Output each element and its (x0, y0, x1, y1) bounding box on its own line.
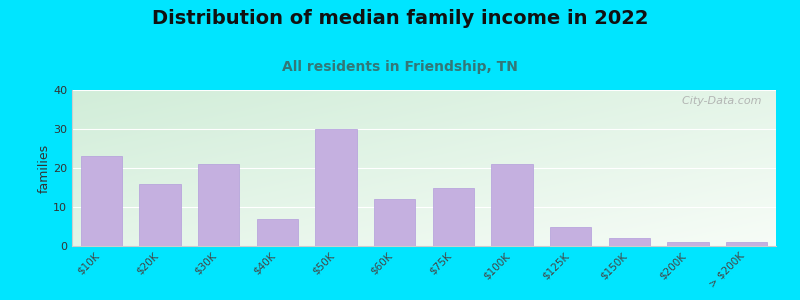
Bar (609, 238, 650, 246)
Text: Distribution of median family income in 2022: Distribution of median family income in … (152, 9, 648, 28)
Text: All residents in Friendship, TN: All residents in Friendship, TN (282, 60, 518, 74)
Bar (726, 242, 767, 246)
Bar (198, 164, 239, 246)
Text: City-Data.com: City-Data.com (675, 96, 762, 106)
Bar (139, 184, 181, 246)
Bar (491, 164, 533, 246)
Bar (374, 199, 415, 246)
Y-axis label: families: families (38, 143, 50, 193)
Bar (315, 129, 357, 246)
Bar (81, 156, 122, 246)
Bar (550, 226, 591, 246)
Bar (257, 219, 298, 246)
Bar (433, 188, 474, 246)
Bar (667, 242, 709, 246)
